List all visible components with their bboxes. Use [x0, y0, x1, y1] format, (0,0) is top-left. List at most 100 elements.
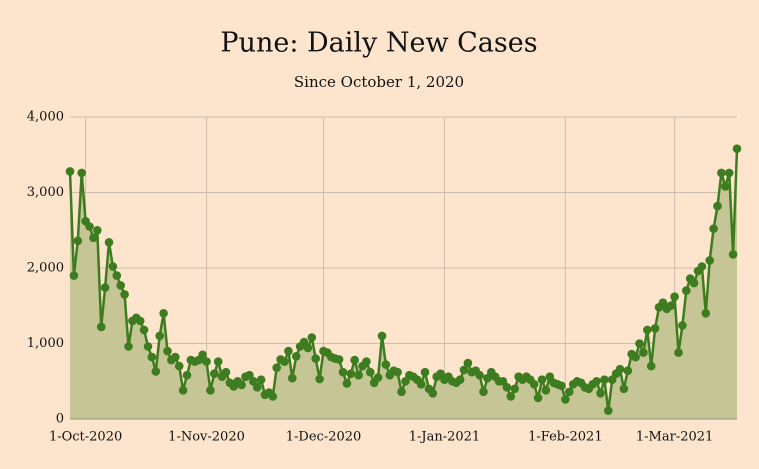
- data-point: [701, 309, 711, 318]
- data-point: [69, 271, 79, 280]
- data-point: [163, 346, 172, 356]
- data-point: [221, 367, 231, 377]
- data-point: [291, 352, 301, 361]
- data-point: [557, 381, 566, 391]
- data-point: [682, 286, 691, 295]
- data-point: [373, 373, 383, 382]
- data-point: [77, 168, 86, 178]
- x-tick-label: 1-Oct-2020: [49, 430, 122, 445]
- data-point: [159, 309, 168, 318]
- data-point: [268, 392, 278, 401]
- data-point: [366, 367, 375, 377]
- data-point: [615, 364, 625, 374]
- data-point: [85, 222, 94, 231]
- data-point: [537, 375, 547, 385]
- data-point: [178, 386, 188, 395]
- data-point: [171, 352, 180, 362]
- data-point: [639, 348, 648, 357]
- data-point: [646, 361, 656, 371]
- data-point: [346, 369, 356, 379]
- data-point: [147, 352, 157, 362]
- data-point: [151, 367, 161, 376]
- y-tick-label: 4,000: [27, 110, 64, 125]
- data-point: [717, 168, 726, 178]
- x-tick-label: 1-Nov-2020: [168, 430, 245, 445]
- data-point: [124, 342, 133, 351]
- data-point: [724, 168, 734, 178]
- data-point: [100, 283, 110, 292]
- y-tick-label: 1,000: [27, 336, 64, 351]
- data-point: [666, 301, 675, 311]
- data-point: [303, 343, 313, 353]
- data-point: [202, 357, 211, 366]
- data-point: [206, 386, 215, 395]
- data-point: [619, 384, 629, 394]
- data-point: [420, 367, 430, 377]
- data-point: [510, 384, 519, 394]
- data-point: [721, 182, 730, 191]
- data-point: [705, 256, 714, 265]
- data-point: [541, 386, 551, 395]
- data-point: [104, 238, 114, 247]
- data-point: [135, 316, 145, 326]
- data-point: [108, 262, 118, 271]
- data-point: [428, 389, 438, 398]
- data-point: [342, 379, 352, 388]
- data-point: [377, 331, 387, 341]
- data-point: [506, 392, 516, 401]
- data-point: [198, 350, 207, 360]
- y-tick-label: 3,000: [27, 185, 64, 200]
- data-point: [533, 393, 543, 403]
- data-point: [93, 226, 102, 235]
- data-point: [416, 380, 426, 389]
- data-point: [256, 375, 266, 385]
- data-point: [362, 357, 371, 366]
- data-point: [674, 348, 683, 357]
- data-point: [713, 201, 722, 211]
- data-point: [565, 387, 574, 397]
- data-point: [338, 367, 348, 377]
- data-point: [280, 357, 289, 366]
- data-point: [210, 369, 219, 379]
- y-tick-label: 0: [56, 412, 64, 427]
- y-tick-label: 2,000: [27, 261, 64, 276]
- data-point: [670, 292, 679, 302]
- data-point: [334, 355, 344, 364]
- data-point: [604, 406, 613, 416]
- data-point: [459, 365, 469, 375]
- data-point: [635, 339, 644, 348]
- chart-subtitle: Since October 1, 2020: [294, 73, 464, 91]
- data-point: [732, 144, 742, 153]
- data-point: [545, 372, 555, 382]
- data-point: [393, 367, 402, 377]
- data-point: [463, 358, 473, 368]
- data-point: [728, 250, 738, 259]
- data-point: [643, 325, 652, 335]
- data-point: [182, 370, 192, 380]
- data-point: [350, 355, 360, 365]
- data-point: [479, 387, 488, 397]
- data-point: [475, 370, 484, 380]
- data-point: [650, 324, 660, 333]
- data-point: [245, 370, 254, 380]
- data-point: [96, 322, 106, 332]
- data-point: [116, 281, 125, 290]
- data-point: [237, 380, 246, 390]
- data-point: [397, 387, 406, 397]
- data-point: [252, 383, 262, 392]
- data-point: [139, 325, 149, 335]
- data-point: [678, 321, 687, 330]
- data-point: [89, 233, 98, 243]
- data-point: [307, 333, 317, 342]
- data-point: [315, 374, 324, 384]
- data-point: [502, 383, 512, 392]
- data-point: [561, 395, 570, 404]
- data-point: [600, 375, 609, 385]
- data-point: [65, 167, 75, 176]
- data-point: [288, 373, 297, 383]
- x-tick-label: 1-Mar-2021: [636, 430, 713, 445]
- data-point: [213, 357, 223, 366]
- data-point: [658, 298, 668, 308]
- data-point: [709, 224, 718, 233]
